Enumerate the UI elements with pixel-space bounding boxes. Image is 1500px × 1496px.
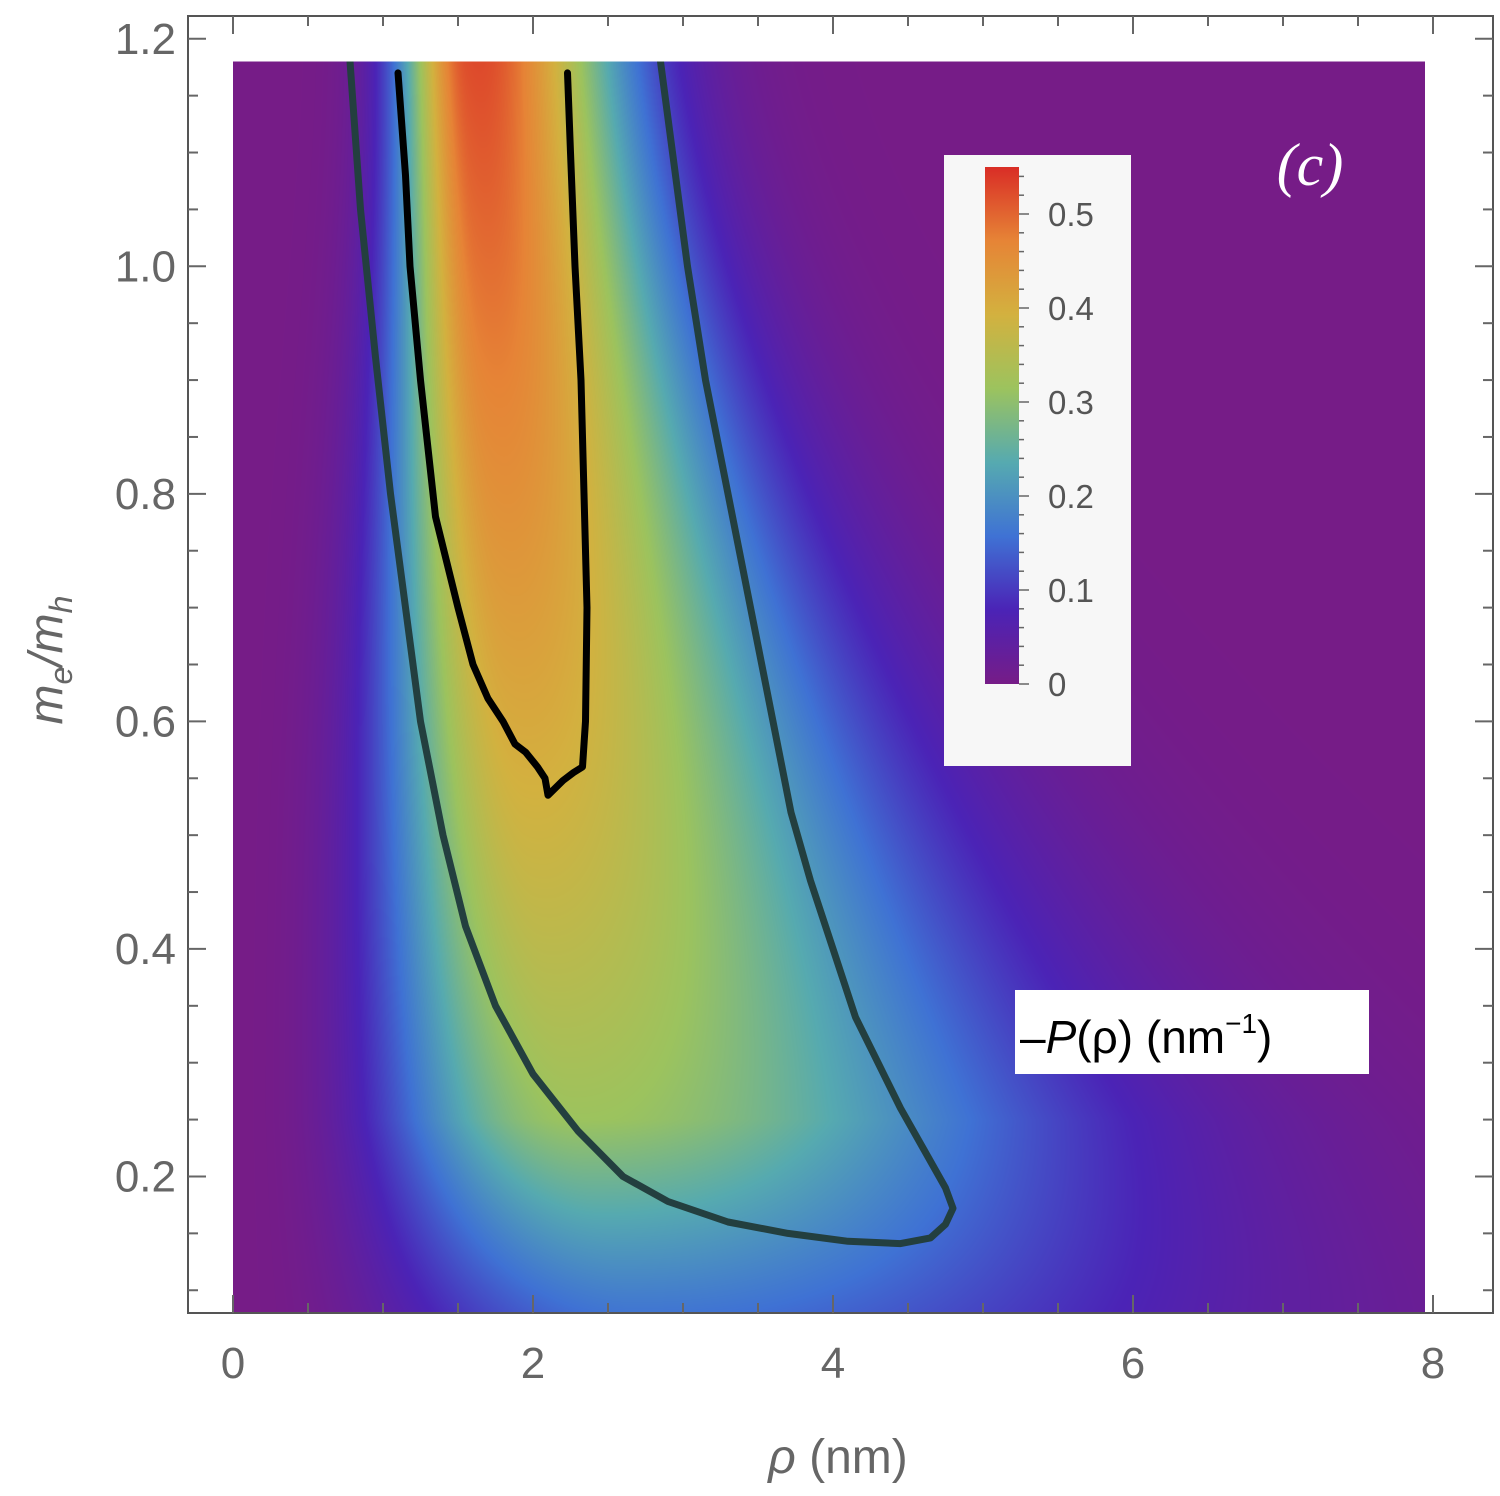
x-axis-title-symbol: ρ (766, 1431, 796, 1484)
x-tick-label: 8 (1421, 1339, 1445, 1388)
x-tick-label: 0 (221, 1339, 245, 1388)
axis-ticks (188, 16, 1493, 1313)
colorbar-title-dash: – (1020, 1011, 1046, 1063)
y-tick-label: 0.6 (115, 697, 176, 746)
colorbar-tick-label: 0 (1048, 666, 1066, 703)
colorbar-tick-label: 0.3 (1048, 384, 1094, 421)
axis-tick-labels: 0 2 4 6 8 0.2 0.4 0.6 0.8 1.0 1.2 (115, 15, 1445, 1388)
y-axis-title-slash: / (20, 649, 73, 670)
panel-label: (c) (1277, 132, 1344, 198)
svg-text:–P(ρ) (nm−1): –P(ρ) (nm−1) (1020, 1008, 1272, 1063)
colorbar-title-p: P (1046, 1011, 1077, 1063)
y-tick-label: 0.8 (115, 470, 176, 519)
y-tick-label: 0.4 (115, 925, 176, 974)
colorbar-title-exp: −1 (1225, 1008, 1257, 1039)
colorbar-gradient (985, 167, 1019, 684)
colorbar-tick-label: 0.1 (1048, 572, 1094, 609)
contour-lines (346, 61, 957, 1248)
x-tick-label: 6 (1121, 1339, 1145, 1388)
colorbar-title: –P(ρ) (nm−1) (1015, 990, 1369, 1074)
y-axis-title-sub-h: h (43, 596, 79, 614)
colorbar-title-background (1015, 990, 1369, 1074)
x-tick-label: 4 (821, 1339, 845, 1388)
heatmap (233, 61, 1425, 1313)
colorbar-tick-label: 0.2 (1048, 478, 1094, 515)
y-axis-title-m1: m (20, 684, 73, 724)
x-tick-label: 2 (521, 1339, 545, 1388)
y-axis-title-m2: m (20, 613, 73, 653)
y-tick-label: 1.2 (115, 15, 176, 64)
y-tick-label: 0.2 (115, 1152, 176, 1201)
contour-line-0.2 (346, 61, 957, 1248)
y-axis-title-sub-e: e (43, 667, 79, 685)
colorbar-ticks: 0 0.1 0.2 0.3 0.4 0.5 (1019, 175, 1094, 703)
contour-line-0.4 (394, 69, 591, 799)
colorbar: 0 0.1 0.2 0.3 0.4 0.5 (944, 155, 1131, 766)
colorbar-title-rho: (ρ) (1076, 1011, 1133, 1063)
colorbar-tick-label: 0.4 (1048, 290, 1094, 327)
colorbar-title-close: ) (1257, 1011, 1272, 1063)
colorbar-title-unit: (nm (1133, 1011, 1225, 1063)
colorbar-background (944, 155, 1131, 766)
x-axis-title-unit: (nm) (796, 1431, 908, 1484)
x-axis-title: ρ (nm) (766, 1431, 907, 1484)
y-tick-label: 1.0 (115, 242, 176, 291)
y-axis-title: me/mh (20, 596, 79, 725)
colorbar-tick-label: 0.5 (1048, 196, 1094, 233)
